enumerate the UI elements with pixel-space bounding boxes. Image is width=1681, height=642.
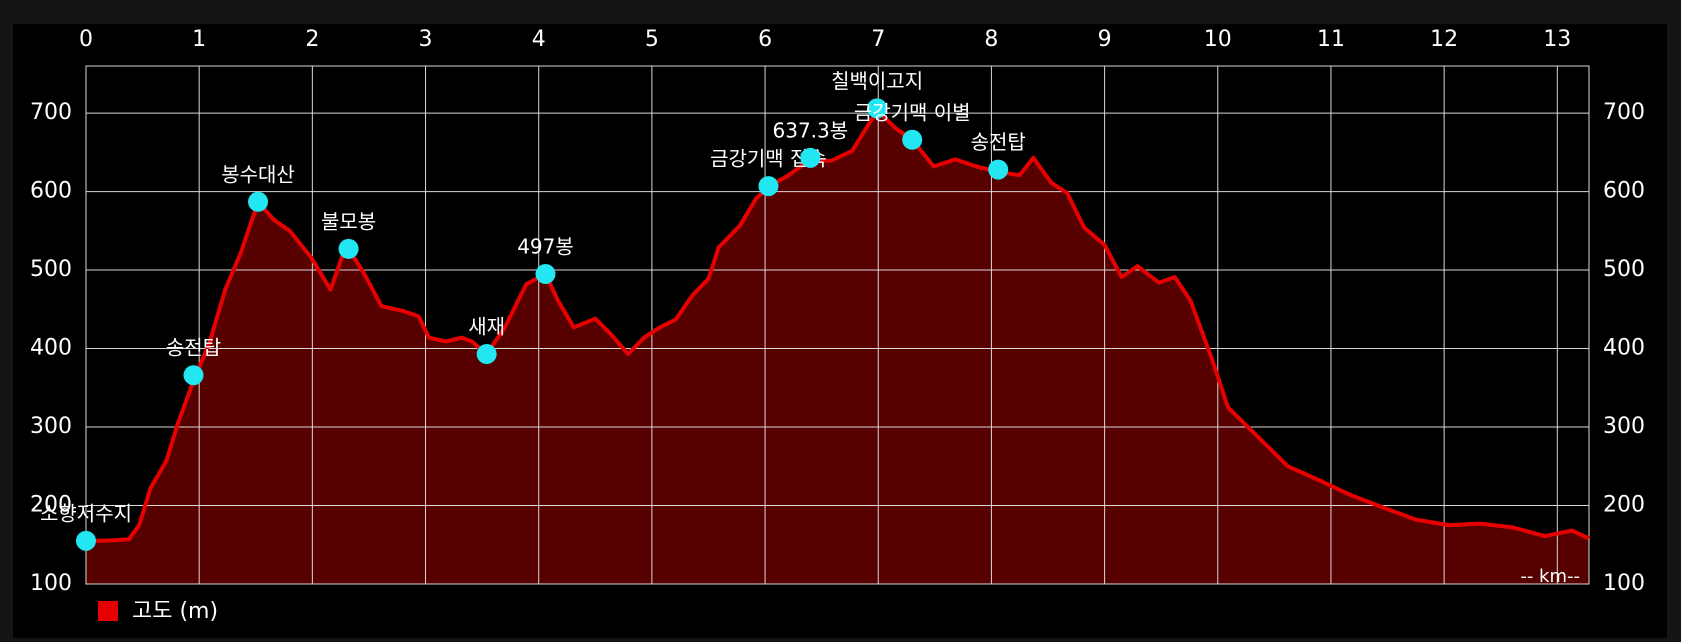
waypoint-label: 불모봉 [321, 209, 376, 233]
x-tick-label: 4 [532, 27, 546, 52]
y2-tick-label: 400 [1603, 336, 1645, 361]
waypoint-marker [476, 344, 497, 365]
y-tick-label: 600 [30, 179, 72, 204]
y-tick-label: 700 [30, 100, 72, 125]
x-tick-label: 7 [871, 27, 885, 52]
waypoint-label: 봉수대산 [221, 162, 295, 186]
x-axis-label: -- km-- [1520, 566, 1580, 587]
y2-tick-label: 500 [1603, 257, 1645, 282]
waypoint-marker [76, 530, 96, 551]
x-tick-label: 2 [305, 27, 319, 52]
waypoint-marker [867, 98, 888, 119]
waypoint-marker [758, 176, 779, 197]
waypoint-marker [183, 365, 204, 386]
y2-tick-label: 700 [1603, 100, 1645, 125]
elevation-line [86, 108, 1590, 543]
y-tick-label: 100 [30, 571, 72, 596]
y-tick-label: 500 [30, 257, 72, 282]
y2-tick-label: 100 [1603, 571, 1645, 596]
x-tick-label: 5 [645, 27, 659, 52]
waypoint-label: 새재 [468, 315, 505, 339]
y2-tick-label: 300 [1603, 414, 1645, 439]
x-tick-label: 6 [758, 27, 772, 52]
waypoint-label: 소향저수지 [40, 501, 132, 525]
plot-area: 1002003004005006007001002003004005006007… [30, 27, 1645, 596]
x-tick-label: 3 [419, 27, 433, 52]
x-tick-label: 11 [1317, 27, 1345, 52]
x-tick-label: 10 [1204, 27, 1232, 52]
waypoint-marker [248, 191, 269, 212]
waypoint-label: 송전탑 [971, 130, 1026, 154]
y-tick-label: 200 [30, 493, 72, 518]
waypoint-marker [535, 263, 556, 284]
waypoint-label: 497봉 [517, 234, 574, 258]
x-tick-label: 12 [1430, 27, 1458, 52]
x-tick-label: 0 [79, 27, 93, 52]
waypoint-label: 637.3봉 [773, 118, 849, 142]
waypoint-marker [800, 147, 821, 168]
x-tick-label: 1 [192, 27, 206, 52]
y2-tick-label: 600 [1603, 179, 1645, 204]
x-tick-label: 9 [1098, 27, 1112, 52]
waypoint-label: 칠백이고지 [831, 69, 923, 93]
x-tick-label: 13 [1543, 27, 1571, 52]
y2-tick-label: 200 [1603, 493, 1645, 518]
legend-swatch [98, 601, 118, 621]
waypoint-marker [902, 129, 923, 150]
y-tick-label: 300 [30, 414, 72, 439]
area-fill [86, 110, 1589, 584]
legend-label: 고도 (m) [132, 599, 218, 624]
waypoint-marker [988, 159, 1009, 180]
y-tick-label: 400 [30, 336, 72, 361]
plot-frame [85, 65, 1590, 585]
waypoint-label: 금강기맥 이별 [854, 100, 971, 124]
x-tick-label: 8 [984, 27, 998, 52]
waypoint-label: 송전탑 [166, 336, 221, 360]
waypoint-marker [338, 238, 359, 259]
